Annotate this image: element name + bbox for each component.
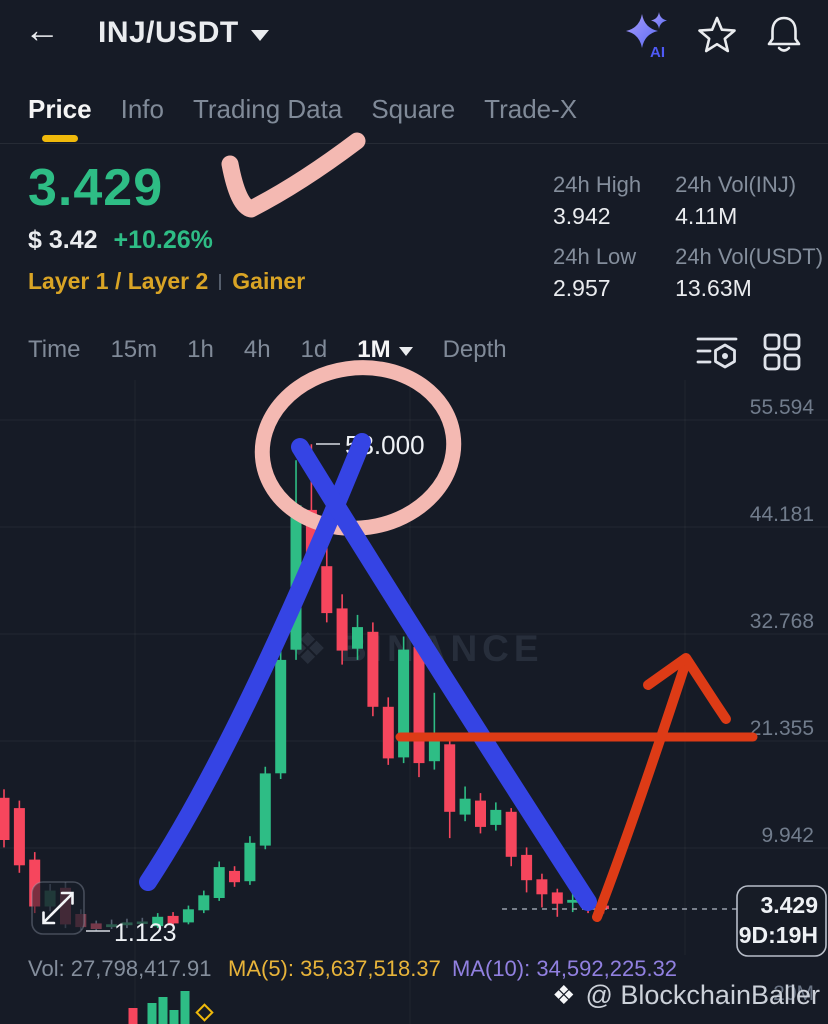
interval-4h[interactable]: 4h [243,336,271,363]
chart-canvas[interactable] [0,380,828,955]
interval-1m-selected[interactable]: 1M [357,336,413,364]
volume-bar [180,991,190,1024]
divider [219,273,222,290]
indicator-settings-icon[interactable] [694,330,740,374]
binance-logo-icon: ❖ [552,980,576,1010]
chevron-down-icon [398,347,413,356]
tab-square[interactable]: Square [371,94,456,124]
favorite-star-icon[interactable] [696,14,738,56]
volume-bar [169,1010,179,1024]
stat-24h-low: 24h Low 2.957 [553,244,637,301]
pair-selector[interactable]: INJ/USDT [98,16,269,50]
ma5-value: MA(5): 35,637,518.37 [228,956,441,981]
interval-time[interactable]: Time [28,336,81,363]
expand-chart-button[interactable] [31,881,85,935]
stat-24h-vol-usdt: 24h Vol(USDT) 13.63M [675,244,824,301]
interval-toolbar: Time 15m 1h 4h 1d 1M Depth [28,336,507,364]
divider [0,143,828,144]
expand-arrows-icon [42,891,74,925]
volume-value: Vol: 27,798,417.91 [28,956,212,981]
tab-trading-data[interactable]: Trading Data [192,94,343,124]
volume-bar [158,997,168,1024]
chart-grid-layout-icon[interactable] [762,332,802,372]
svg-text:AI: AI [650,44,665,60]
interval-15m[interactable]: 15m [110,336,158,363]
pair-title: INJ/USDT [98,16,239,49]
stat-24h-high: 24h High 3.942 [553,172,642,229]
drawn-pink-checkmark [221,132,366,218]
watermark-credit: ❖ @ BlockchainBaller [552,980,820,1010]
gainer-badge[interactable]: Gainer [232,268,306,294]
usd-price: $ 3.42 [28,226,98,254]
volume-bar [128,1008,138,1024]
back-button[interactable]: ← [24,9,60,50]
active-tab-indicator [42,135,78,142]
depth-button[interactable]: Depth [442,336,507,363]
chevron-down-icon [250,29,269,41]
price-change: +10.26% [113,226,213,254]
volume-bar [147,1003,157,1024]
volume-bars [128,991,190,1024]
ai-assistant-icon[interactable]: AI [622,10,670,60]
tab-info[interactable]: Info [120,94,164,124]
tab-trade-x[interactable]: Trade-X [484,94,578,124]
notification-bell-icon[interactable] [764,12,804,58]
category-tag[interactable]: Layer 1 / Layer 2 [28,268,209,294]
tab-bar: Price Info Trading Data Square Trade-X [28,94,577,125]
last-price: 3.429 [28,159,164,217]
interval-1d[interactable]: 1d [300,336,328,363]
stats-panel: 24h High 3.942 24h Low 2.957 24h Vol(INJ… [553,172,823,302]
ma10-value: MA(10): 34,592,225.32 [452,956,678,981]
ma-marker-diamond [195,1003,214,1022]
stat-24h-vol-inj: 24h Vol(INJ) 4.11M [675,172,797,229]
tab-price[interactable]: Price [28,94,92,124]
interval-1h[interactable]: 1h [187,336,214,363]
